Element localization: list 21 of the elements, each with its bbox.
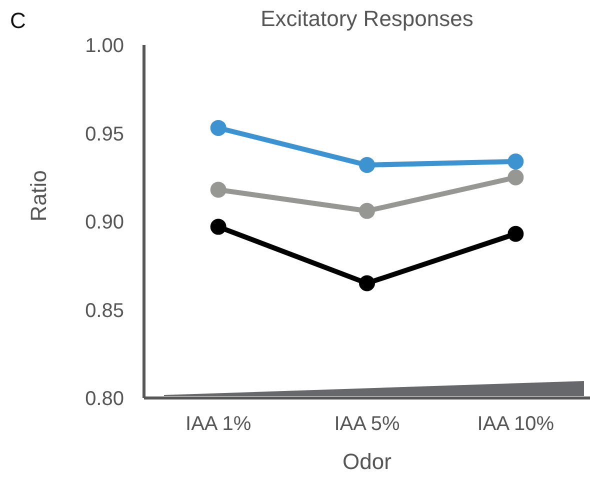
chart-title: Excitatory Responses — [260, 6, 474, 32]
point — [359, 202, 375, 219]
point — [508, 169, 524, 186]
y-axis-title: Ratio — [26, 170, 51, 222]
point — [210, 218, 226, 235]
x-tick-label: IAA 5% — [334, 413, 400, 436]
point — [210, 182, 226, 198]
y-tick-label: 0.90 — [85, 212, 124, 234]
y-tick-label: 0.80 — [85, 388, 124, 410]
y-tick-label: 0.85 — [85, 300, 124, 322]
y-tick-label: 1.00 — [85, 35, 124, 58]
point — [210, 120, 226, 136]
x-axis-title: Odor — [342, 449, 392, 474]
point — [508, 153, 524, 170]
x-tick-label: IAA 10% — [477, 413, 554, 436]
point — [508, 226, 524, 242]
point — [359, 275, 375, 292]
x-tick-label: IAA 1% — [186, 413, 252, 436]
text: C — [10, 8, 26, 34]
y-tick-label: 0.95 — [85, 123, 124, 146]
point — [359, 157, 375, 174]
